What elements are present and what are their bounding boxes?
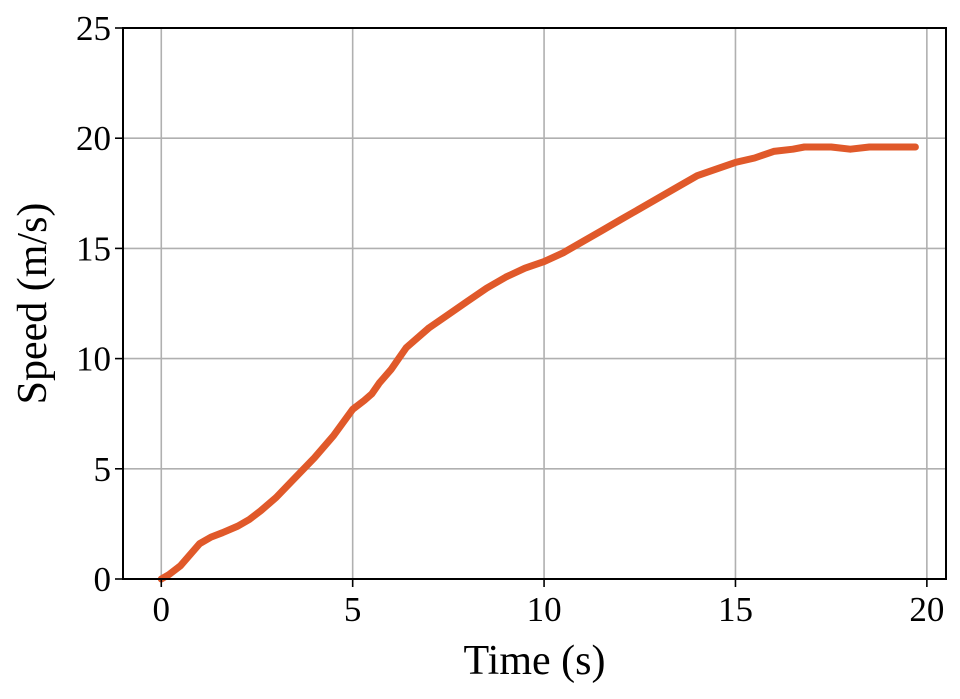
y-tick-label: 20 (76, 119, 111, 158)
y-tick-label: 5 (94, 450, 112, 489)
y-tick-label: 10 (76, 340, 111, 379)
series-layer (157, 143, 919, 583)
x-tick-label: 0 (153, 590, 171, 629)
x-tick-label: 5 (344, 590, 362, 629)
y-tick-label: 25 (76, 9, 111, 48)
plot-frame (122, 27, 947, 580)
y-tick-label: 15 (76, 229, 111, 268)
y-tick-label: 0 (94, 560, 112, 599)
x-axis-label: Time (s) (464, 638, 606, 684)
axis-ticks: 0 5 10 15 20 0 5 10 15 20 25 (76, 9, 944, 629)
grid-lines (123, 27, 946, 580)
x-tick-label: 15 (718, 590, 753, 629)
y-axis-label: Speed (m/s) (10, 203, 56, 405)
speed-series-line (157, 143, 919, 583)
x-tick-label: 20 (909, 590, 944, 629)
x-tick-label: 10 (527, 590, 562, 629)
